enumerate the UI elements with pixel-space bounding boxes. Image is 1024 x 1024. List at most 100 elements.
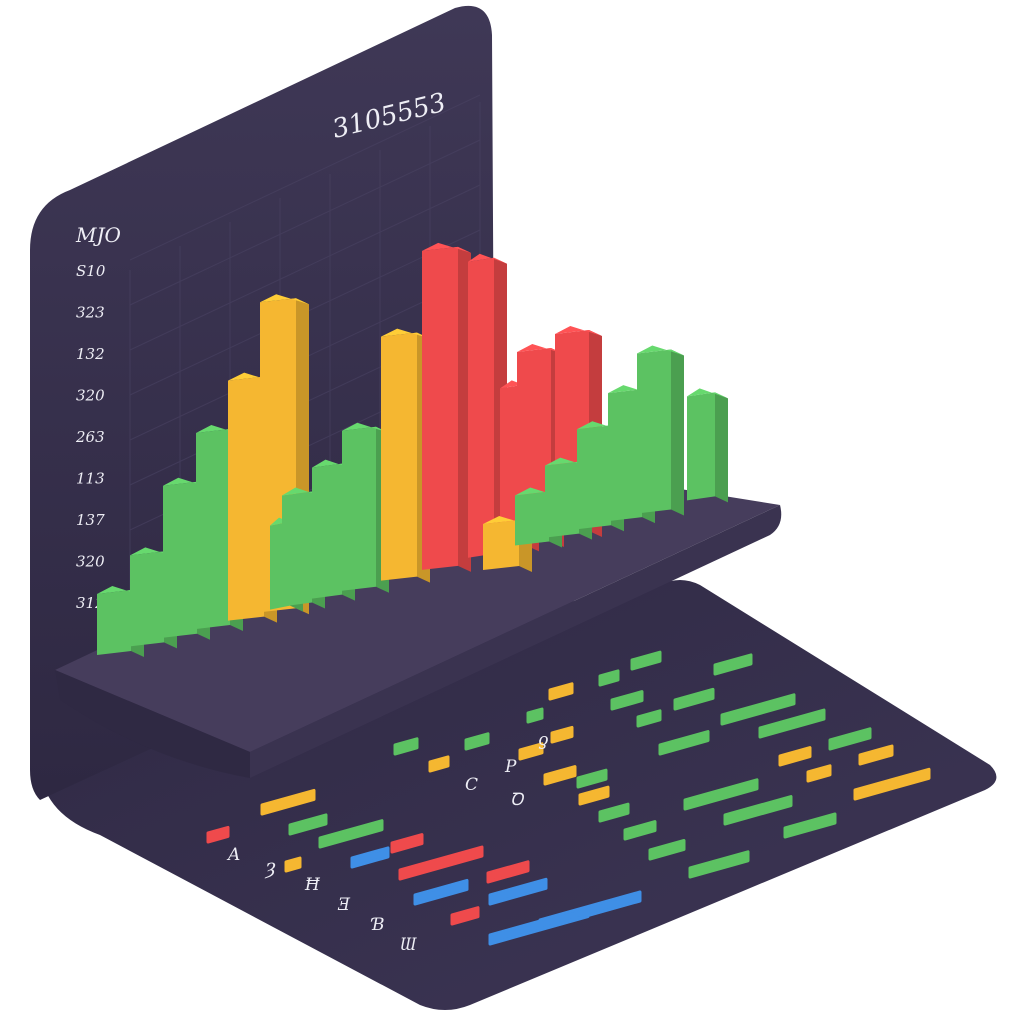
floor-bar-yellow: [853, 767, 931, 801]
floor-bar-green: [683, 778, 759, 811]
bar-front: [687, 392, 715, 501]
floor-bar-green: [658, 730, 710, 756]
bar-side: [458, 246, 471, 572]
axis-header: MJO: [75, 223, 121, 247]
bar-top: [342, 422, 389, 433]
bar-top: [422, 242, 471, 253]
grid-line: [129, 94, 481, 261]
axis-label: 113: [76, 470, 105, 488]
bar-front: [545, 461, 579, 538]
floor-bar-green: [598, 802, 630, 823]
floor-bar-yellow: [260, 788, 316, 816]
floor-bar-yellow: [778, 746, 812, 767]
bar-top: [130, 547, 177, 558]
axis-label: 323: [76, 304, 105, 322]
grid-line: [129, 139, 481, 306]
bar-top: [608, 385, 655, 396]
bar-front: [608, 389, 642, 522]
floor-bar-yellow: [578, 785, 610, 806]
bar-green: [637, 345, 684, 516]
bar-top: [515, 487, 562, 498]
floor-label: ƍ: [538, 730, 549, 750]
bar-top: [687, 388, 728, 399]
floor-bar-green: [828, 727, 872, 751]
floor-label: Ħ: [304, 875, 321, 895]
floor-bar-yellow: [550, 725, 574, 744]
floor-bar-green: [576, 768, 608, 789]
bar-front: [130, 551, 164, 647]
bar-front: [312, 463, 342, 599]
floor-bar-green: [610, 690, 644, 711]
floor-bar-green: [318, 819, 384, 849]
floor-bar-green: [673, 687, 715, 711]
floor-bar-red: [206, 825, 230, 844]
bar-front: [381, 332, 417, 581]
floor-bar-blue: [488, 877, 548, 906]
axis-label: 320: [76, 553, 105, 571]
shelf-front: [55, 670, 250, 778]
bar-front: [483, 520, 519, 570]
bar-top: [312, 459, 355, 470]
bar-top: [282, 487, 325, 498]
floor-bar-blue: [350, 846, 390, 869]
bar-top: [163, 477, 210, 488]
floor-bar-green: [783, 812, 837, 839]
bar-top: [196, 425, 243, 436]
floor-bar-red: [398, 845, 484, 881]
bar-side: [715, 392, 728, 503]
grid-line: [129, 184, 481, 351]
axis-label: 320: [76, 387, 105, 405]
bar-front: [282, 491, 312, 607]
floor-label: Ɯ: [400, 935, 417, 955]
bar-green: [687, 388, 728, 503]
bar-side: [671, 349, 684, 516]
floor-bar-blue: [538, 890, 642, 931]
bar-top: [228, 372, 277, 383]
bar-top: [545, 457, 592, 468]
floor-bar-green: [526, 707, 544, 724]
bar-front: [422, 246, 458, 570]
bar-top: [637, 345, 684, 356]
bar-front: [97, 590, 131, 655]
axis-label: 132: [76, 345, 105, 363]
shelf-side: [250, 505, 782, 778]
bar-top: [468, 253, 507, 264]
floor-bar-green: [636, 709, 662, 728]
axis-label: S10: [76, 262, 106, 280]
floor-label: Ȝ: [264, 860, 276, 880]
bar-front: [342, 426, 376, 591]
floor-label: A: [226, 845, 240, 865]
bar-red: [422, 242, 471, 572]
bar-top: [517, 343, 564, 354]
floor-bar-yellow: [548, 682, 574, 701]
floor-bar-red: [390, 833, 424, 854]
floor-bar-green: [688, 850, 750, 879]
floor-bar-yellow: [858, 744, 894, 766]
floor-bar-green: [464, 732, 490, 751]
bar-top: [577, 421, 624, 432]
floor-label: Ꝺ: [510, 790, 525, 810]
axis-label: 137: [76, 511, 105, 529]
floor-label: Ǝ: [337, 895, 351, 915]
floor-bar-yellow: [543, 765, 577, 786]
floor-bar-yellow: [284, 856, 302, 873]
floor-bar-green: [288, 813, 328, 836]
bar-top: [381, 328, 430, 339]
bar-front: [163, 481, 197, 638]
axis-label: 263: [75, 428, 105, 446]
floor-bar-green: [648, 838, 686, 861]
bar-top: [270, 517, 303, 528]
bar-front: [468, 257, 494, 558]
bar-front: [577, 425, 611, 530]
floor-bar-green: [723, 795, 793, 826]
floor-bar-red: [486, 860, 530, 884]
floor-bar-green: [720, 693, 796, 726]
floor-label: Ɓ: [370, 915, 385, 935]
floor-bar-green: [623, 820, 657, 841]
floor-bar-yellow: [428, 755, 450, 773]
floor-bar-green: [758, 708, 826, 739]
floor-label: P: [504, 757, 517, 777]
floor-bar-red: [450, 906, 480, 926]
floor-bar-green: [598, 669, 620, 687]
